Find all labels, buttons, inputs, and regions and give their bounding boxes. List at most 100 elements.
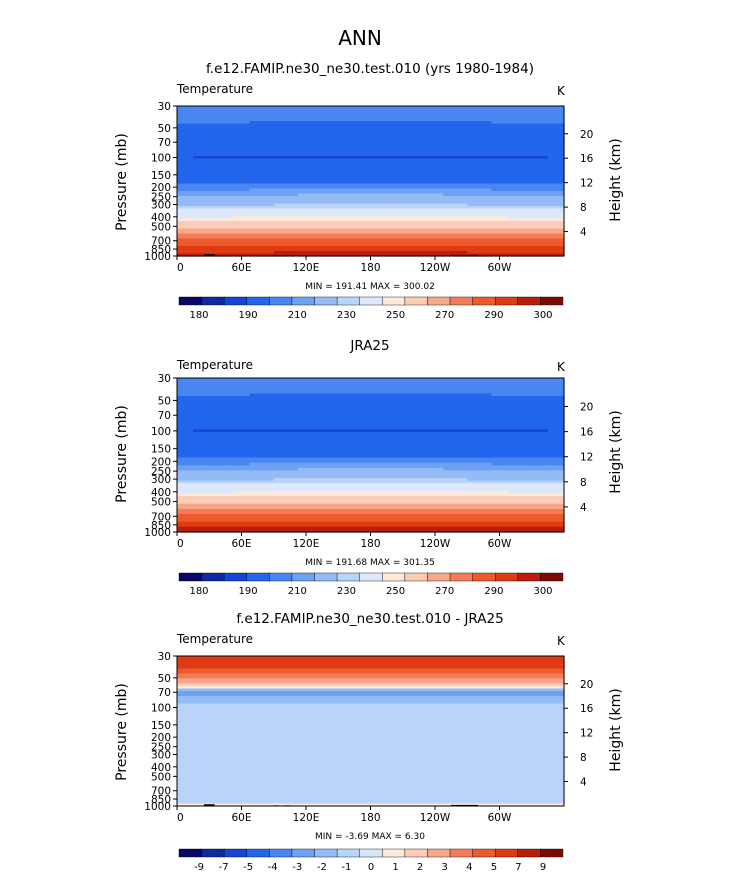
field-cell [426,218,436,222]
field-cell [523,131,533,135]
field-cell [515,168,525,172]
field-cell [297,201,307,205]
field-cell [507,146,517,150]
field-cell [378,138,388,142]
field-cell [394,226,404,230]
field-cell [491,221,501,225]
field-cell [338,460,347,464]
field-cell [265,416,275,420]
field-cell [225,434,235,438]
field-cell [354,429,364,433]
field-cell [547,478,557,482]
field-cell [297,251,307,255]
field-cell [314,226,323,230]
field-cell [265,388,275,392]
field-cell [370,431,380,436]
field-cell [338,444,347,448]
field-cell [281,480,291,484]
field-cell [402,398,412,402]
field-cell [281,447,291,451]
field-cell [451,439,460,443]
field-cell [241,447,251,451]
field-cell [314,403,323,407]
field-cell [410,444,420,448]
field-cell [322,472,331,477]
field-cell [330,211,339,215]
field-cell [523,424,533,428]
field-cell [378,171,388,175]
field-cell [265,138,275,142]
field-cell [233,403,243,407]
field-cell [451,383,460,387]
field-cell [531,388,541,392]
field-cell [193,449,202,454]
field-cell [177,218,186,222]
field-cell [507,171,517,175]
field-cell [289,128,299,132]
field-cell [378,395,388,400]
field-cell [410,198,420,202]
field-cell [201,106,210,110]
field-cell [491,161,501,165]
field-cell [443,126,452,130]
field-cell [241,478,251,482]
field-cell [265,401,275,405]
field-cell [201,483,210,487]
field-cell [386,158,396,162]
field-cell [306,108,315,112]
field-cell [531,198,541,202]
field-cell [459,218,468,222]
field-cell [386,378,396,382]
field-cell [193,198,202,202]
field-cell [370,148,380,152]
field-cell [330,161,339,165]
field-cell [209,166,218,170]
field-cell [547,248,557,252]
field-cell [523,393,533,397]
field-cell [435,470,444,474]
field-cell [193,148,202,152]
field-cell [475,236,484,240]
field-cell [314,126,323,130]
field-cell [426,113,436,117]
field-cell [410,176,420,180]
field-cell [402,136,412,140]
field-cell [330,163,339,167]
field-cell [249,455,259,459]
field-cell [289,413,299,418]
field-cell [394,380,404,384]
field-cell [547,403,557,407]
field-cell [322,248,331,252]
field-cell [491,151,501,155]
field-cell [523,455,533,459]
field-cell [233,108,243,112]
field-cell [346,178,355,182]
field-cell [273,128,283,132]
field-cell [177,163,186,167]
field-cell [378,196,388,200]
field-cell [289,236,299,240]
field-cell [451,475,460,479]
field-cell [338,449,347,454]
field-cell [426,183,436,187]
field-cell [217,106,226,110]
field-cell [217,406,226,410]
field-cell [491,246,501,250]
field-cell [362,146,372,150]
field-cell [370,226,380,230]
field-cell [378,166,388,170]
field-cell [225,398,235,402]
field-cell [475,401,484,405]
field-cell [475,434,484,438]
field-cell [386,455,396,459]
field-cell [491,444,501,448]
field-cell [443,238,452,242]
field-cell [225,208,235,212]
field-cell [201,419,210,423]
field-cell [435,193,444,197]
field-cell [217,398,226,402]
field-cell [362,455,372,459]
field-cell [354,380,364,384]
field-cell [555,233,565,237]
colorbar-tick-label: 270 [435,310,454,321]
